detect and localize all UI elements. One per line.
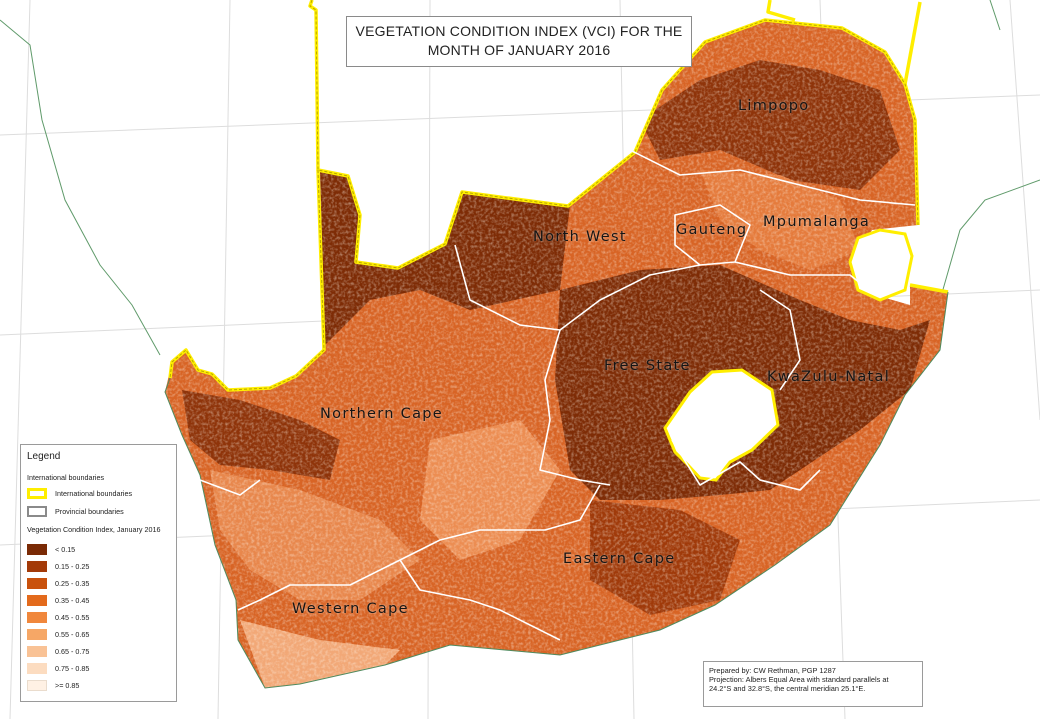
legend-boundary-label: International boundaries — [55, 489, 133, 498]
legend-swatch — [27, 543, 47, 555]
province-label-mpumalanga: Mpumalanga — [763, 214, 871, 230]
legend-class: 0.35 - 0.45 — [27, 593, 89, 607]
credits-projection: Projection: Albers Equal Area with stand… — [709, 675, 889, 684]
legend-class: 0.25 - 0.35 — [27, 576, 89, 590]
legend-class-label: 0.35 - 0.45 — [55, 595, 90, 605]
legend-boundary-label: Provincial boundaries — [55, 507, 124, 516]
legend-swatch — [27, 560, 47, 572]
legend-swatch — [27, 628, 47, 640]
legend-swatch — [27, 611, 47, 623]
international-boundaries-dash — [169, 0, 919, 391]
eswatini — [848, 228, 914, 302]
legend-swatch — [27, 577, 47, 589]
province-label-western-cape: Western Cape — [292, 601, 409, 617]
legend-swatch — [27, 645, 47, 657]
legend-boundary-international: International boundaries — [27, 488, 132, 499]
legend-class: 0.75 - 0.85 — [27, 661, 89, 675]
legend-class-label: >= 0.85 — [55, 680, 80, 690]
legend-class-label: 0.65 - 0.75 — [55, 646, 90, 656]
map-title: VEGETATION CONDITION INDEX (VCI) FOR THE… — [346, 16, 692, 67]
legend-swatch — [27, 662, 47, 674]
coastline — [0, 0, 1040, 356]
legend-class-label: < 0.15 — [55, 544, 76, 554]
legend-class-label: 0.45 - 0.55 — [55, 612, 90, 622]
legend-class: >= 0.85 — [27, 678, 79, 692]
province-label-limpopo: Limpopo — [738, 98, 810, 114]
legend-class-label: 0.25 - 0.35 — [55, 578, 90, 588]
legend-vci-heading: Vegetation Condition Index, January 2016 — [27, 525, 161, 534]
map-title-line1: VEGETATION CONDITION INDEX (VCI) FOR THE — [355, 23, 683, 39]
legend-class-label: 0.75 - 0.85 — [55, 663, 90, 673]
legend-boundaries-heading: International boundaries — [27, 473, 105, 482]
legend-title: Legend — [27, 451, 61, 462]
legend-swatch-provincial — [27, 506, 47, 517]
provincial-boundaries — [199, 149, 916, 641]
legend-swatch — [27, 594, 47, 606]
legend-class: 0.15 - 0.25 — [27, 559, 89, 573]
province-label-eastern-cape: Eastern Cape — [563, 551, 676, 567]
map-legend: Legend International boundaries Internat… — [20, 444, 177, 702]
map-title-line2: MONTH OF JANUARY 2016 — [427, 42, 611, 58]
map-credits: Prepared by: CW Rethman, PGP 1287 Projec… — [703, 661, 923, 707]
legend-boundary-provincial: Provincial boundaries — [27, 506, 124, 517]
province-label-kwazulu-natal: KwaZulu-Natal — [767, 369, 891, 385]
legend-swatch — [27, 679, 47, 691]
province-label-north-west: North West — [533, 229, 627, 245]
legend-class-label: 0.15 - 0.25 — [55, 561, 90, 571]
sa-coastline — [164, 291, 949, 689]
legend-class: < 0.15 — [27, 542, 75, 556]
legend-class: 0.55 - 0.65 — [27, 627, 89, 641]
province-label-free-state: Free State — [604, 358, 691, 374]
province-label-gauteng: Gauteng — [676, 222, 748, 238]
province-label-northern-cape: Northern Cape — [320, 406, 444, 422]
credits-projection-params: 24.2°S and 32.8°S, the central meridian … — [709, 684, 866, 693]
legend-class-label: 0.55 - 0.65 — [55, 629, 90, 639]
legend-class: 0.45 - 0.55 — [27, 610, 89, 624]
legend-class: 0.65 - 0.75 — [27, 644, 89, 658]
legend-swatch-international — [27, 488, 47, 499]
credits-prepared-by: Prepared by: CW Rethman, PGP 1287 — [709, 666, 836, 675]
